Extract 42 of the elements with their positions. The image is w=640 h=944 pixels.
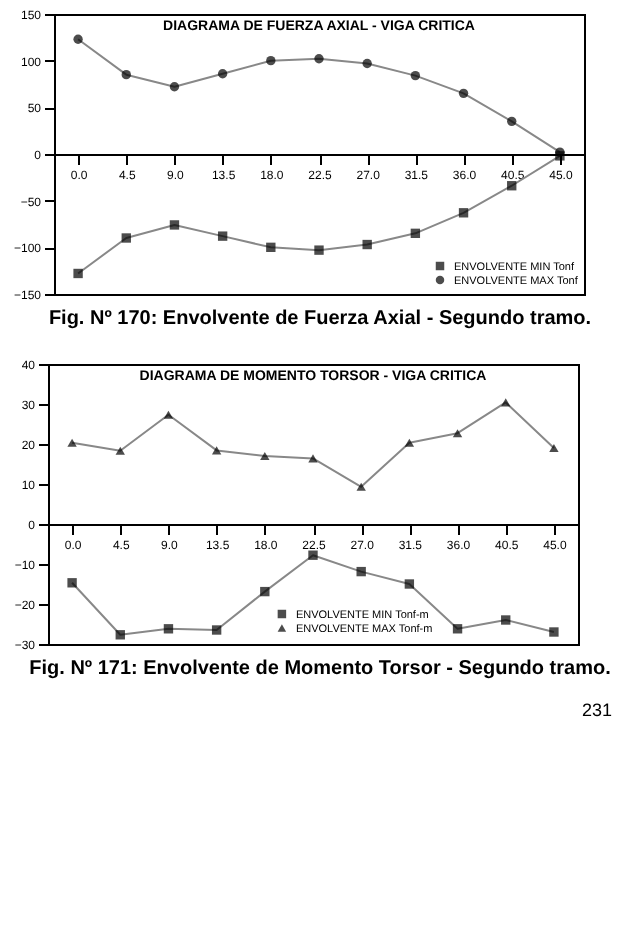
point <box>404 438 415 447</box>
text: Fig. Nº 170: Envolvente de Fuerza Axial - Segundo tramo. <box>46 308 594 330</box>
point <box>73 268 83 279</box>
point <box>260 586 270 597</box>
text: Fig. Nº 171: Envolvente de Momento Torsor - Segundo tramo. <box>27 658 613 680</box>
point <box>266 242 276 253</box>
point <box>163 624 174 634</box>
text: 231 <box>579 700 612 720</box>
point <box>362 58 372 69</box>
point <box>211 625 222 635</box>
point <box>266 55 276 66</box>
point <box>549 443 559 453</box>
point <box>217 69 228 79</box>
point <box>73 34 83 44</box>
point <box>356 566 366 577</box>
point <box>169 220 180 230</box>
point <box>115 446 125 455</box>
point <box>458 88 469 99</box>
point <box>121 233 131 243</box>
point <box>169 82 180 92</box>
point <box>404 579 415 589</box>
point <box>501 615 511 625</box>
point <box>163 410 174 419</box>
point <box>260 451 270 461</box>
point <box>67 438 77 447</box>
point <box>121 69 131 80</box>
point <box>452 624 463 634</box>
point <box>452 429 463 438</box>
point <box>356 482 366 491</box>
point <box>67 578 77 588</box>
point <box>410 228 421 239</box>
point <box>308 550 318 560</box>
point <box>410 70 421 81</box>
point <box>217 231 228 241</box>
point <box>314 245 324 255</box>
point <box>507 181 517 191</box>
point <box>458 208 469 218</box>
point <box>314 54 324 64</box>
point <box>362 239 372 250</box>
point <box>507 116 517 127</box>
point <box>549 627 559 637</box>
point <box>115 630 125 640</box>
